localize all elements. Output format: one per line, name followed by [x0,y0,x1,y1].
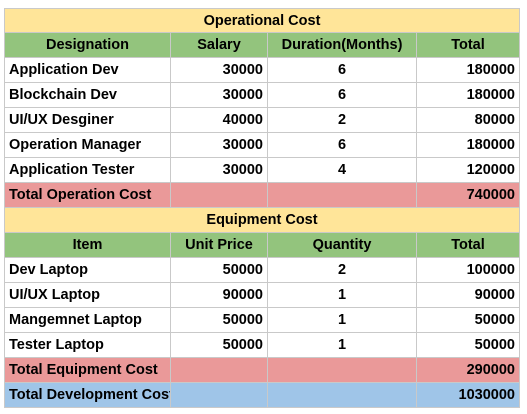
table-row: Mangemnet Laptop 50000 1 50000 [4,308,520,333]
total-cell[interactable]: 180000 [417,83,520,108]
salary-cell[interactable]: 30000 [171,58,268,83]
table-row: UI/UX Laptop 90000 1 90000 [4,283,520,308]
empty-cell[interactable] [268,358,417,383]
table-row: UI/UX Desginer 40000 2 80000 [4,108,520,133]
designation-cell[interactable]: UI/UX Desginer [4,108,171,133]
total-cell[interactable]: 50000 [417,333,520,358]
equipment-total-value[interactable]: 290000 [417,358,520,383]
table-row: Dev Laptop 50000 2 100000 [4,258,520,283]
empty-cell[interactable] [268,383,417,408]
total-cell[interactable]: 50000 [417,308,520,333]
operational-header-row: Designation Salary Duration(Months) Tota… [4,33,520,58]
empty-cell[interactable] [268,183,417,208]
designation-cell[interactable]: Application Tester [4,158,171,183]
duration-cell[interactable]: 2 [268,108,417,133]
operational-title-row: Operational Cost [4,8,520,33]
operational-total-row: Total Operation Cost 740000 [4,183,520,208]
header-item[interactable]: Item [4,233,171,258]
total-cell[interactable]: 100000 [417,258,520,283]
quantity-cell[interactable]: 1 [268,308,417,333]
quantity-cell[interactable]: 2 [268,258,417,283]
header-total[interactable]: Total [417,33,520,58]
designation-cell[interactable]: Application Dev [4,58,171,83]
salary-cell[interactable]: 30000 [171,133,268,158]
total-cell[interactable]: 180000 [417,58,520,83]
unit-price-cell[interactable]: 90000 [171,283,268,308]
duration-cell[interactable]: 4 [268,158,417,183]
table-row: Application Tester 30000 4 120000 [4,158,520,183]
header-salary[interactable]: Salary [171,33,268,58]
salary-cell[interactable]: 30000 [171,158,268,183]
empty-cell[interactable] [171,358,268,383]
cost-spreadsheet: Operational Cost Designation Salary Dura… [4,8,520,408]
table-row: Application Dev 30000 6 180000 [4,58,520,83]
unit-price-cell[interactable]: 50000 [171,333,268,358]
item-cell[interactable]: Mangemnet Laptop [4,308,171,333]
table-row: Operation Manager 30000 6 180000 [4,133,520,158]
duration-cell[interactable]: 6 [268,133,417,158]
grand-total-row: Total Development Cost 1030000 [4,383,520,408]
quantity-cell[interactable]: 1 [268,283,417,308]
operational-total-value[interactable]: 740000 [417,183,520,208]
header-quantity[interactable]: Quantity [268,233,417,258]
operational-total-label[interactable]: Total Operation Cost [4,183,171,208]
total-cell[interactable]: 80000 [417,108,520,133]
equipment-header-row: Item Unit Price Quantity Total [4,233,520,258]
total-cell[interactable]: 120000 [417,158,520,183]
item-cell[interactable]: Tester Laptop [4,333,171,358]
empty-cell[interactable] [171,183,268,208]
quantity-cell[interactable]: 1 [268,333,417,358]
empty-cell[interactable] [171,383,268,408]
duration-cell[interactable]: 6 [268,83,417,108]
unit-price-cell[interactable]: 50000 [171,308,268,333]
grand-total-value[interactable]: 1030000 [417,383,520,408]
item-cell[interactable]: UI/UX Laptop [4,283,171,308]
equipment-cost-title[interactable]: Equipment Cost [4,208,520,233]
operational-cost-title[interactable]: Operational Cost [4,8,520,33]
item-cell[interactable]: Dev Laptop [4,258,171,283]
duration-cell[interactable]: 6 [268,58,417,83]
designation-cell[interactable]: Operation Manager [4,133,171,158]
table-row: Tester Laptop 50000 1 50000 [4,333,520,358]
header-designation[interactable]: Designation [4,33,171,58]
equipment-title-row: Equipment Cost [4,208,520,233]
total-cell[interactable]: 180000 [417,133,520,158]
salary-cell[interactable]: 30000 [171,83,268,108]
table-row: Blockchain Dev 30000 6 180000 [4,83,520,108]
equipment-total-label[interactable]: Total Equipment Cost [4,358,171,383]
designation-cell[interactable]: Blockchain Dev [4,83,171,108]
unit-price-cell[interactable]: 50000 [171,258,268,283]
salary-cell[interactable]: 40000 [171,108,268,133]
header-duration[interactable]: Duration(Months) [268,33,417,58]
header-unit-price[interactable]: Unit Price [171,233,268,258]
grand-total-label[interactable]: Total Development Cost [4,383,171,408]
total-cell[interactable]: 90000 [417,283,520,308]
header-total[interactable]: Total [417,233,520,258]
equipment-total-row: Total Equipment Cost 290000 [4,358,520,383]
